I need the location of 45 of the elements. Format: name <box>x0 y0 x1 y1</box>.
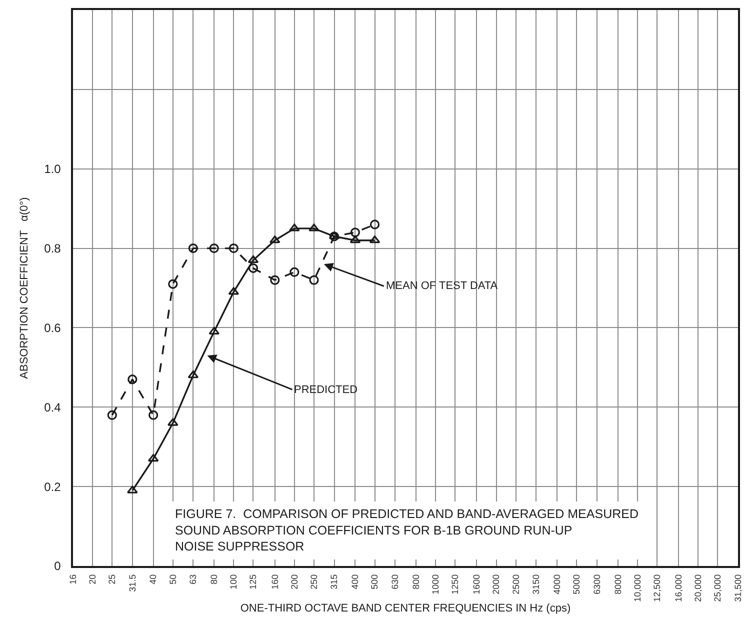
y-tick-label: 0.8 <box>44 241 62 256</box>
x-tick-label: 400 <box>350 574 360 590</box>
x-tick-label: 6300 <box>592 574 602 594</box>
x-tick-label: 8000 <box>612 574 623 594</box>
annotation: MEAN OF TEST DATA <box>386 280 498 292</box>
y-tick-label: 0.6 <box>44 320 62 335</box>
x-tick-label: 500 <box>370 574 380 590</box>
x-tick-label: 800 <box>410 574 421 590</box>
x-tick-label: 125 <box>248 574 258 590</box>
x-axis-title: ONE-THIRD OCTAVE BAND CENTER FREQUENCIES IN Hz (cps) <box>240 602 571 615</box>
x-tick-label: 5000 <box>572 574 582 594</box>
x-tick-label: 2000 <box>491 574 502 594</box>
x-tick-label: 40 <box>148 574 158 584</box>
y-tick-label: 1.0 <box>44 162 62 176</box>
x-tick-label: 160 <box>270 574 280 590</box>
y-tick-label: 0.2 <box>44 480 62 494</box>
x-tick-label: 16,000 <box>674 574 684 602</box>
y-tick-label: 0.4 <box>44 400 62 414</box>
x-tick-label: 50 <box>168 574 178 584</box>
x-tick-label: 4000 <box>552 574 562 594</box>
y-tick-label: 0 <box>54 559 62 574</box>
x-tick-label: 80 <box>209 574 220 584</box>
x-tick-label: 1600 <box>472 574 482 594</box>
x-tick-label: 315 <box>329 574 340 590</box>
x-tick-label: 3150 <box>531 574 542 594</box>
x-tick-label: 2500 <box>510 574 521 594</box>
x-tick-label: 25 <box>107 574 118 584</box>
annotation: PREDICTED <box>294 384 358 396</box>
x-tick-label: 1250 <box>450 574 460 594</box>
x-tick-label: 63 <box>188 574 198 584</box>
x-tick-label: 20 <box>87 574 98 584</box>
y-axis-title: ABSORPTION COEFFICIENT α(0°) <box>18 197 30 379</box>
x-tick-label: 250 <box>308 574 319 590</box>
x-tick-label: 1000 <box>430 574 440 594</box>
text: FIGURE 7. COMPARISON OF PREDICTED AND BAND-AVERAGED MEASURED SOUND ABSORPTION COEFFICIENTS FOR B-1B GROUND RUN-UP NOISE SUPPRESSOR <box>175 507 638 554</box>
x-tick-label: 200 <box>289 574 300 590</box>
x-tick-label: 12,500 <box>652 574 662 602</box>
x-tick-label: 25,000 <box>712 574 723 602</box>
x-tick-label: 31,500 <box>732 574 743 602</box>
x-tick-label: 20,000 <box>693 574 704 602</box>
x-tick-label: 16 <box>68 574 78 584</box>
x-tick-label: 31.5 <box>127 574 138 592</box>
x-tick-label: 100 <box>228 574 239 590</box>
x-tick-label: 10,000 <box>632 574 642 602</box>
x-tick-label: 630 <box>390 574 400 590</box>
